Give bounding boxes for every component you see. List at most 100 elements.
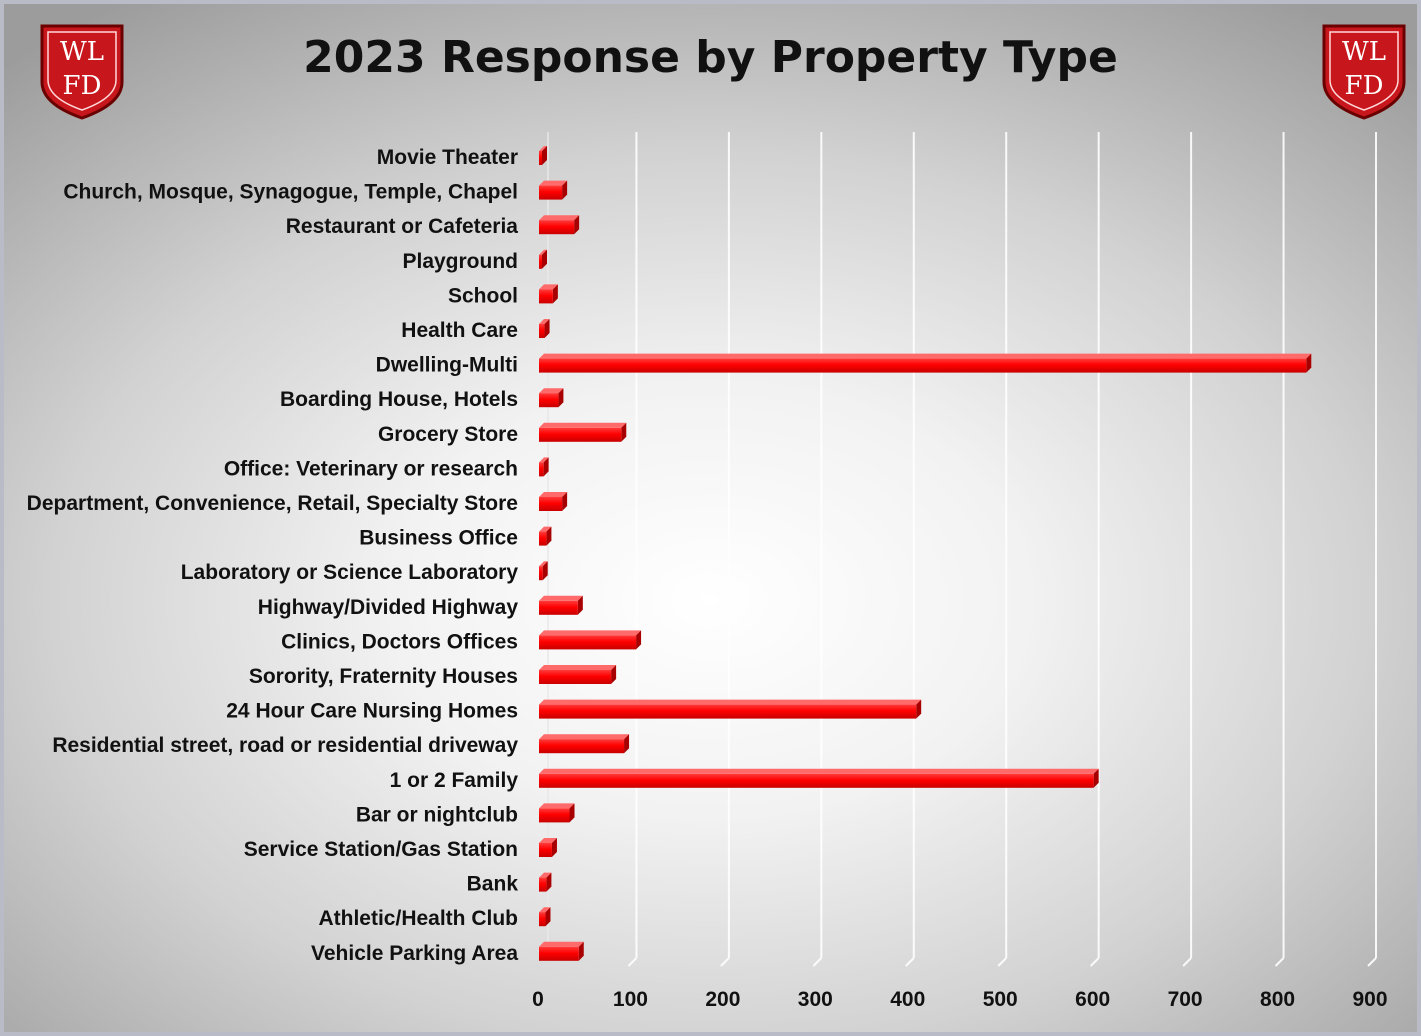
- bar-end: [1306, 353, 1312, 373]
- bar-top: [539, 561, 548, 567]
- logo-left-bottom-text: FD: [63, 71, 102, 101]
- chart-title: 2023 Response by Property Type: [303, 32, 1118, 83]
- bar-top: [539, 907, 551, 913]
- bar: [539, 324, 545, 338]
- bar-end: [544, 319, 550, 338]
- category-label: Laboratory or Science Laboratory: [181, 561, 519, 584]
- category-label: Movie Theater: [377, 146, 518, 169]
- bar-top: [539, 215, 580, 221]
- category-label: Grocery Store: [378, 423, 518, 446]
- bar-end: [577, 595, 583, 615]
- bar-top: [539, 526, 552, 532]
- wlfd-logo-right-icon: WL FD: [1322, 24, 1406, 120]
- bar-end: [562, 180, 568, 200]
- category-label: School: [448, 284, 518, 307]
- bar-top: [539, 872, 552, 878]
- category-label: Service Station/Gas Station: [244, 838, 518, 861]
- bar: [539, 358, 1307, 373]
- bar-top: [539, 941, 584, 947]
- bar-end: [558, 388, 564, 408]
- bar: [539, 497, 563, 511]
- bar-end: [1093, 768, 1099, 788]
- category-label: Boarding House, Hotels: [280, 388, 518, 411]
- bar: [539, 877, 547, 892]
- bar-end: [542, 561, 548, 581]
- x-tick-label: 500: [983, 988, 1018, 1011]
- bar-end: [636, 630, 642, 650]
- bar-end: [916, 699, 922, 719]
- bar: [539, 427, 622, 442]
- bar-end: [542, 146, 547, 165]
- bar: [539, 912, 546, 927]
- bar-top: [539, 353, 1312, 359]
- bar-top: [539, 803, 575, 809]
- bar-top: [539, 180, 568, 186]
- bar: [539, 393, 559, 408]
- logo-right-top-text: WL: [1342, 37, 1386, 67]
- category-label: Dwelling-Multi: [376, 354, 518, 377]
- bar: [539, 220, 575, 235]
- category-label: Department, Convenience, Retail, Special…: [27, 492, 518, 515]
- gridline-foot: [1182, 957, 1192, 967]
- bar: [539, 843, 552, 857]
- category-label: Health Care: [401, 319, 518, 342]
- bar: [539, 185, 563, 200]
- x-tick-label: 300: [798, 988, 833, 1011]
- bar-end: [551, 838, 557, 857]
- bar-top: [539, 699, 922, 705]
- bar-end: [542, 249, 547, 269]
- category-label: 1 or 2 Family: [390, 769, 519, 792]
- bar-end: [552, 284, 558, 304]
- gridline-foot: [627, 957, 638, 967]
- bar-top: [539, 838, 557, 843]
- bar-top: [539, 734, 630, 740]
- bar: [539, 531, 547, 546]
- x-tick-label: 800: [1260, 988, 1295, 1011]
- bar-end: [611, 665, 617, 684]
- bar-top: [539, 319, 550, 324]
- category-label: Athletic/Health Club: [318, 907, 518, 930]
- bar-top: [539, 457, 549, 463]
- x-tick-label: 0: [532, 988, 544, 1011]
- bar: [539, 462, 544, 477]
- x-tick-label: 700: [1168, 988, 1203, 1011]
- category-label: Clinics, Doctors Offices: [281, 630, 518, 653]
- bar: [539, 151, 542, 165]
- bar-end: [545, 907, 551, 927]
- category-label: Vehicle Parking Area: [311, 942, 518, 965]
- logo-left-top-text: WL: [60, 37, 104, 67]
- gridline-foot: [812, 957, 823, 967]
- bar-top: [539, 595, 583, 601]
- category-label: Bank: [467, 873, 519, 896]
- bar: [539, 600, 578, 615]
- bar-top: [539, 768, 1099, 774]
- category-label: Playground: [402, 250, 518, 273]
- bar: [539, 254, 542, 269]
- bar-top: [539, 284, 558, 290]
- bar-end: [578, 941, 584, 961]
- bar: [539, 739, 625, 754]
- gridline-foot: [1274, 957, 1285, 967]
- gridline-foot: [1367, 957, 1377, 967]
- category-label: Restaurant or Cafeteria: [286, 215, 519, 238]
- gridline-foot: [905, 957, 915, 967]
- bar: [539, 289, 553, 304]
- bar-top: [539, 665, 617, 670]
- category-label: Bar or nightclub: [356, 803, 518, 826]
- bar-top: [539, 249, 547, 255]
- bar-end: [546, 872, 552, 892]
- bar: [539, 808, 570, 823]
- category-label: Office: Veterinary or research: [224, 457, 518, 480]
- x-tick-label: 900: [1352, 988, 1387, 1011]
- bar: [539, 566, 543, 581]
- x-tick-label: 200: [705, 988, 740, 1011]
- bar: [539, 704, 917, 719]
- category-label: 24 Hour Care Nursing Homes: [226, 700, 518, 723]
- bar-top: [539, 388, 564, 394]
- category-label: Sorority, Fraternity Houses: [249, 665, 518, 688]
- bar-top: [539, 630, 642, 636]
- bar-end: [574, 215, 580, 235]
- bar-chart: 0 100 200 300 400 500 600 700 800 900 Movie Theate…: [27, 132, 1388, 1011]
- bar: [539, 670, 612, 684]
